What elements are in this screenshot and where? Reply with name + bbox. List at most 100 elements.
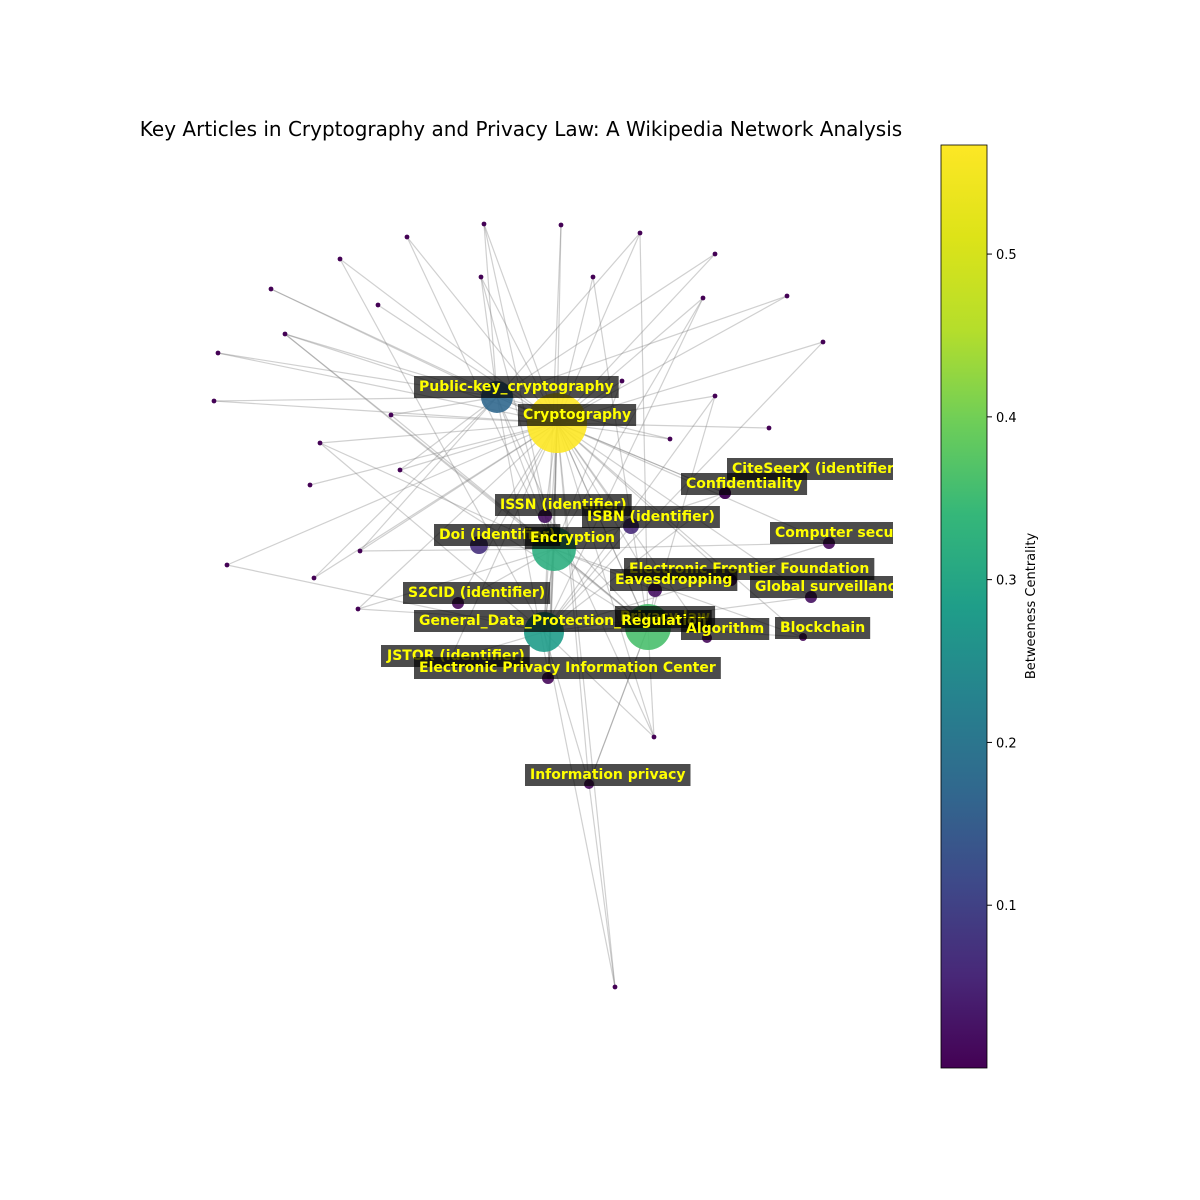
network-node — [478, 274, 484, 280]
label-box-global-surveillance — [750, 576, 893, 598]
network-node — [590, 274, 596, 280]
network-node — [311, 575, 317, 581]
label-box-blockchain — [775, 617, 871, 639]
label-public-key-cryptography: Public-key_cryptography — [419, 379, 614, 395]
network-edge — [309, 422, 558, 486]
label-cryptography: Cryptography — [523, 407, 631, 423]
network-node — [619, 378, 625, 384]
network-edge — [588, 626, 649, 785]
network-node — [612, 984, 618, 990]
network-edge — [556, 295, 788, 424]
network-node — [307, 482, 313, 488]
label-general-data-protection-regulation: General_Data_Protection_Regulation — [419, 613, 707, 629]
network-edge — [588, 626, 649, 785]
label-box-public-key-cryptography — [414, 376, 619, 398]
label-global-surveillance: Global surveillance — [755, 579, 905, 595]
label-electronic-privacy-information-center: Electronic Privacy Information Center — [419, 660, 716, 676]
network-node — [224, 562, 230, 568]
network-node — [820, 339, 826, 345]
network-edge — [483, 223, 498, 398]
network-node — [558, 222, 564, 228]
network-edge — [359, 396, 498, 552]
network-edge — [496, 396, 655, 738]
label-box-general-data-protection-regulation — [414, 610, 712, 632]
network-node — [712, 393, 718, 399]
network-edge — [556, 422, 655, 738]
network-edge — [390, 396, 498, 416]
network-edge — [357, 548, 555, 610]
network-node — [375, 302, 381, 308]
colorbar-tick-label: 0.4 — [996, 411, 1017, 426]
edge-layer — [213, 223, 830, 988]
network-node — [357, 548, 363, 554]
network-edge — [588, 783, 616, 988]
network-edge — [556, 422, 590, 785]
network-edge — [313, 422, 558, 579]
network-edge — [556, 297, 704, 424]
colorbar-ticks: 0.1 0.2 0.3 0.4 0.5 — [987, 248, 1017, 914]
colorbar-label: Betweeness Centrality — [1024, 533, 1039, 680]
network-node — [337, 256, 343, 262]
network-node — [355, 606, 361, 612]
network-edge — [226, 422, 558, 566]
label-information-privacy: Information privacy — [530, 767, 686, 783]
label-eavesdropping: Eavesdropping — [615, 572, 732, 588]
label-box-computer-security — [770, 522, 893, 544]
label-s2cid-identifier: S2CID (identifier) — [408, 585, 545, 601]
label-computer-security: Computer security — [775, 525, 921, 541]
network-edge — [556, 422, 616, 988]
network-node — [211, 398, 217, 404]
network-edge — [543, 297, 704, 633]
colorbar-tick-label: 0.1 — [996, 899, 1017, 914]
label-blockchain: Blockchain — [780, 620, 865, 636]
network-edge — [543, 631, 655, 738]
colorbar-tick-label: 0.3 — [996, 574, 1017, 589]
label-box-isbn-identifier — [582, 506, 720, 528]
label-box-encryption — [525, 527, 620, 549]
network-node — [268, 286, 274, 292]
label-box-cryptography — [518, 404, 637, 426]
network-edge — [543, 631, 616, 988]
network-edge — [313, 396, 498, 579]
network-edge — [213, 400, 558, 424]
network-edge — [319, 422, 558, 444]
label-box-algorithm — [681, 618, 770, 640]
network-edge — [339, 258, 545, 633]
network-edge — [359, 548, 555, 552]
network-node — [667, 436, 673, 442]
network-edge — [357, 422, 558, 610]
label-box-eavesdropping — [610, 569, 738, 591]
network-edge — [556, 422, 804, 638]
colorbar: 0.1 0.2 0.3 0.4 0.5 Betweeness Centrality — [940, 144, 1039, 1069]
label-box-confidentiality — [681, 473, 808, 495]
network-node — [784, 293, 790, 299]
label-box-s2cid-identifier — [403, 582, 551, 604]
label-isbn-identifier: ISBN (identifier) — [587, 509, 715, 525]
label-box-information-privacy — [525, 764, 691, 786]
network-node — [317, 440, 323, 446]
chart-title: Key Articles in Cryptography and Privacy… — [140, 117, 902, 141]
label-algorithm: Algorithm — [686, 621, 764, 637]
network-edge — [377, 304, 558, 424]
network-node — [481, 221, 487, 227]
network-edge — [284, 333, 649, 628]
network-edge — [556, 422, 732, 581]
network-node — [404, 234, 410, 240]
network-node — [712, 251, 718, 257]
network-node — [766, 425, 772, 431]
network-node — [397, 467, 403, 473]
network-node — [637, 230, 643, 236]
network-edge — [359, 422, 558, 552]
label-layer: Public-key_cryptographyCryptographyCiteS… — [381, 376, 921, 786]
node-layer — [211, 221, 835, 990]
label-box-electronic-privacy-information-center — [414, 657, 721, 679]
network-edge — [399, 469, 649, 628]
colorbar-tick-label: 0.2 — [996, 736, 1017, 751]
network-node — [700, 295, 706, 301]
network-edge — [496, 253, 716, 398]
network-edge — [496, 232, 641, 398]
network-node — [651, 734, 657, 740]
colorbar-tick-label: 0.5 — [996, 248, 1017, 263]
label-encryption: Encryption — [530, 530, 615, 546]
